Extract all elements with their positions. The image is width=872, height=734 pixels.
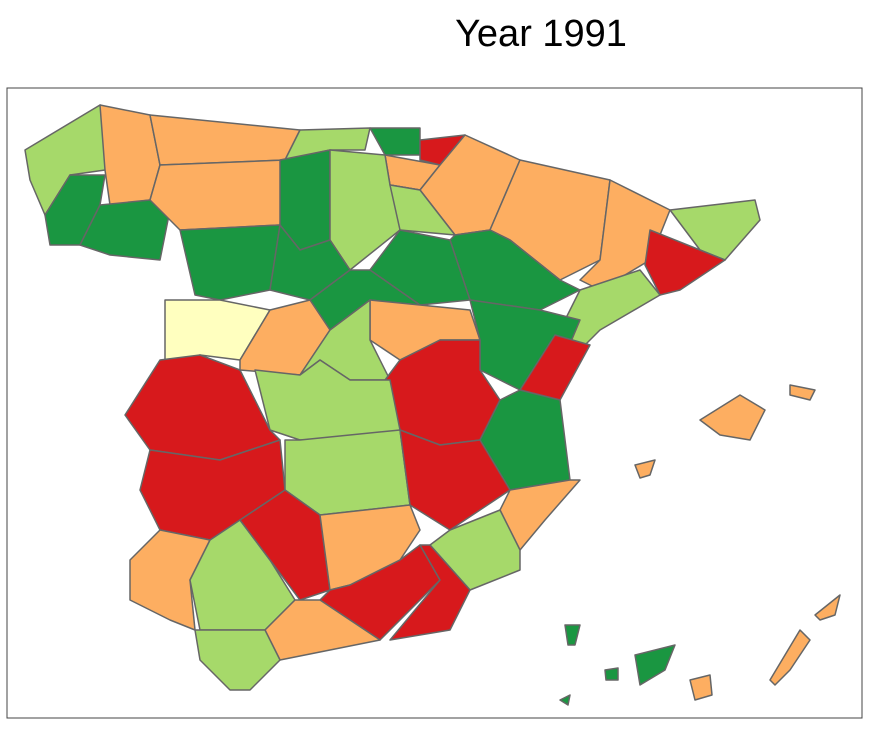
provinces [24,104,841,706]
map-title: Year 1991 [455,13,627,55]
